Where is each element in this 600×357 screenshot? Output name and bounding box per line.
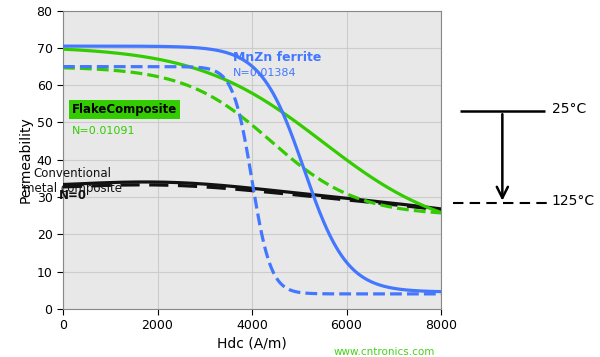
- Text: 125°C: 125°C: [552, 194, 595, 208]
- X-axis label: Hdc (A/m): Hdc (A/m): [217, 336, 287, 350]
- Text: N=0: N=0: [58, 189, 86, 202]
- Text: N=0.01384: N=0.01384: [233, 68, 297, 78]
- Text: www.cntronics.com: www.cntronics.com: [334, 347, 435, 357]
- Text: MnZn ferrite: MnZn ferrite: [233, 51, 322, 64]
- Text: N=0.01091: N=0.01091: [71, 126, 135, 136]
- Text: 25°C: 25°C: [552, 102, 586, 116]
- Y-axis label: Permeability: Permeability: [19, 116, 32, 203]
- Text: Conventional
metal composite: Conventional metal composite: [23, 167, 122, 195]
- Text: FlakeComposite: FlakeComposite: [71, 103, 177, 116]
